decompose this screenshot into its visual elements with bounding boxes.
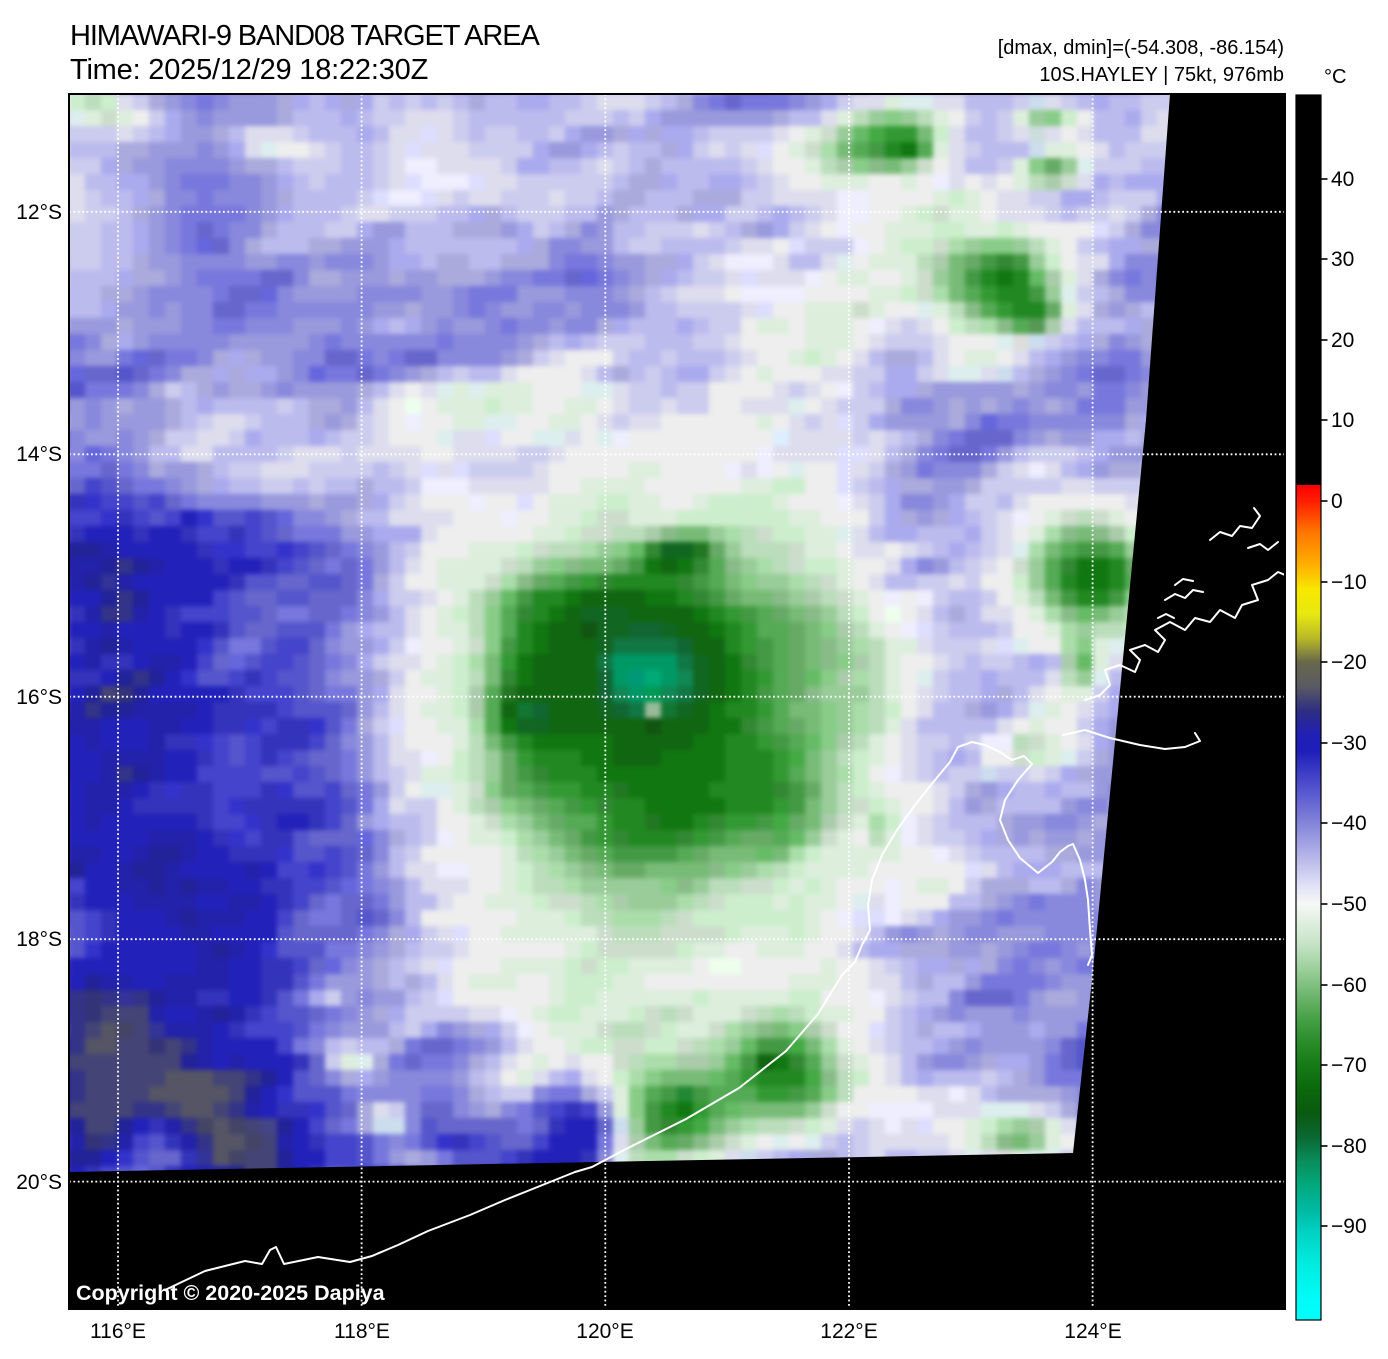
svg-text:12°S: 12°S (16, 201, 62, 224)
svg-text:116°E: 116°E (90, 1320, 146, 1343)
svg-text:122°E: 122°E (820, 1320, 877, 1343)
svg-text:20: 20 (1331, 329, 1354, 352)
svg-text:18°S: 18°S (16, 928, 62, 951)
svg-text:40: 40 (1331, 168, 1354, 191)
svg-text:20°S: 20°S (16, 1171, 62, 1194)
svg-text:−90: −90 (1331, 1215, 1367, 1238)
svg-text:HIMAWARI-9 BAND08 TARGET AREA: HIMAWARI-9 BAND08 TARGET AREA (70, 20, 540, 52)
svg-text:−70: −70 (1331, 1054, 1367, 1077)
svg-text:[dmax, dmin]=(-54.308, -86.154: [dmax, dmin]=(-54.308, -86.154) (998, 37, 1284, 59)
svg-text:14°S: 14°S (16, 443, 62, 466)
svg-text:Time: 2025/12/29 18:22:30Z: Time: 2025/12/29 18:22:30Z (70, 54, 428, 86)
svg-text:30: 30 (1331, 248, 1354, 271)
svg-text:−20: −20 (1331, 651, 1367, 674)
svg-text:−10: −10 (1331, 571, 1367, 594)
svg-text:−80: −80 (1331, 1135, 1367, 1158)
svg-text:0: 0 (1331, 490, 1343, 513)
svg-text:10S.HAYLEY | 75kt, 976mb: 10S.HAYLEY | 75kt, 976mb (1039, 64, 1284, 86)
svg-text:Copyright © 2020-2025 Dapiya: Copyright © 2020-2025 Dapiya (76, 1281, 386, 1305)
svg-text:16°S: 16°S (16, 686, 62, 709)
svg-text:−40: −40 (1331, 812, 1367, 835)
svg-text:120°E: 120°E (576, 1320, 633, 1343)
svg-text:118°E: 118°E (334, 1320, 390, 1343)
svg-text:−60: −60 (1331, 974, 1367, 997)
svg-text:−50: −50 (1331, 893, 1367, 916)
svg-text:124°E: 124°E (1064, 1320, 1121, 1343)
svg-text:°C: °C (1324, 66, 1346, 88)
svg-text:10: 10 (1331, 409, 1354, 432)
svg-text:−30: −30 (1331, 732, 1367, 755)
